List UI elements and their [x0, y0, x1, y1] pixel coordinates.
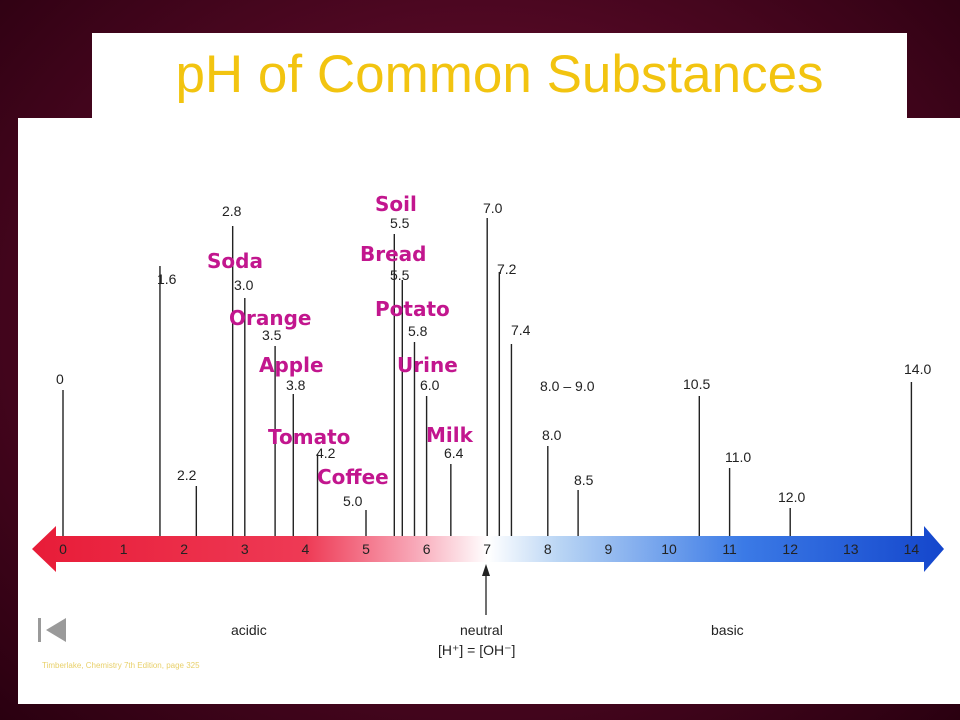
- ph-value-label: 4.2: [316, 445, 336, 461]
- ph-scale-ticks: 0 1 2 3 4 5 6 7 8 9 10 11 12 13 14: [59, 541, 919, 557]
- neutral-caption: neutral: [460, 622, 503, 638]
- label-milk: Milk: [426, 423, 474, 447]
- ph-value-label: 2.8: [222, 203, 242, 219]
- label-tomato: Tomato: [268, 425, 350, 449]
- label-soil: Soil: [375, 192, 417, 216]
- ph-value-label: 14.0: [904, 361, 931, 377]
- ph-value-label: 5.5: [390, 267, 410, 283]
- ph-scale-diagram: 0 1.6 2.2 2.8 3.0 3.5 3.8 4.2 5.0 5.5 5.5 5.8 6.0 6.4…: [32, 192, 944, 670]
- ph-value-label: 3.5: [262, 327, 282, 343]
- diagram-panel: 0 1.6 2.2 2.8 3.0 3.5 3.8 4.2 5.0 5.5 5.5 5.8 6.0 6.4…: [18, 118, 960, 704]
- scale-tick-9: 9: [605, 541, 613, 557]
- ph-value-label: 7.4: [511, 322, 531, 338]
- scale-tick-13: 13: [843, 541, 859, 557]
- ph-value-label: 8.5: [574, 472, 594, 488]
- acidic-caption: acidic: [231, 622, 267, 638]
- scale-tick-10: 10: [661, 541, 677, 557]
- scale-tick-1: 1: [120, 541, 128, 557]
- scale-tick-2: 2: [180, 541, 188, 557]
- ph-value-label: 3.8: [286, 377, 306, 393]
- ph-value-label: 6.0: [420, 377, 440, 393]
- basic-caption: basic: [711, 622, 744, 638]
- ph-value-label: 8.0: [542, 427, 562, 443]
- label-potato: Potato: [375, 297, 450, 321]
- ph-value-label: 1.6: [157, 271, 177, 287]
- scale-tick-4: 4: [302, 541, 310, 557]
- scale-tick-14: 14: [904, 541, 920, 557]
- scale-tick-8: 8: [544, 541, 552, 557]
- scale-tick-6: 6: [423, 541, 431, 557]
- ph-value-label: 10.5: [683, 376, 710, 392]
- slide-title: pH of Common Substances: [175, 45, 824, 104]
- scale-tick-7: 7: [483, 541, 491, 557]
- ph-marker-lines: 0 1.6 2.2 2.8 3.0 3.5 3.8 4.2 5.0 5.5 5.5 5.8 6.0 6.4…: [56, 200, 931, 536]
- ph-value-label: 7.2: [497, 261, 517, 277]
- scale-tick-5: 5: [362, 541, 370, 557]
- scale-tick-12: 12: [782, 541, 798, 557]
- scale-tick-0: 0: [59, 541, 67, 557]
- scale-tick-11: 11: [722, 541, 737, 557]
- source-credit: Timberlake, Chemistry 7th Edition, page …: [42, 661, 200, 670]
- ph-value-label: 7.0: [483, 200, 503, 216]
- ph-value-label: 3.0: [234, 277, 254, 293]
- label-apple: Apple: [259, 353, 324, 377]
- ph-value-label: 0: [56, 371, 64, 387]
- label-bread: Bread: [360, 242, 426, 266]
- label-urine: Urine: [397, 353, 458, 377]
- scale-tick-3: 3: [241, 541, 249, 557]
- label-soda: Soda: [207, 249, 263, 273]
- first-slide-icon[interactable]: [38, 618, 66, 642]
- ph-value-label: 5.0: [343, 493, 363, 509]
- title-box: pH of Common Substances: [92, 33, 907, 125]
- ph-value-label: 8.0 – 9.0: [540, 378, 595, 394]
- ph-value-label: 12.0: [778, 489, 805, 505]
- ph-gradient-bar: [32, 526, 944, 572]
- ph-value-label: 2.2: [177, 467, 197, 483]
- equilibrium-equation: [H⁺] = [OH⁻]: [438, 642, 515, 658]
- ph-value-label: 5.8: [408, 323, 428, 339]
- neutral-arrow-head: [482, 564, 490, 576]
- ph-value-label: 6.4: [444, 445, 464, 461]
- label-coffee: Coffee: [317, 465, 389, 489]
- label-orange: Orange: [229, 306, 311, 330]
- ph-value-label: 5.5: [390, 215, 410, 231]
- ph-value-label: 11.0: [725, 449, 751, 465]
